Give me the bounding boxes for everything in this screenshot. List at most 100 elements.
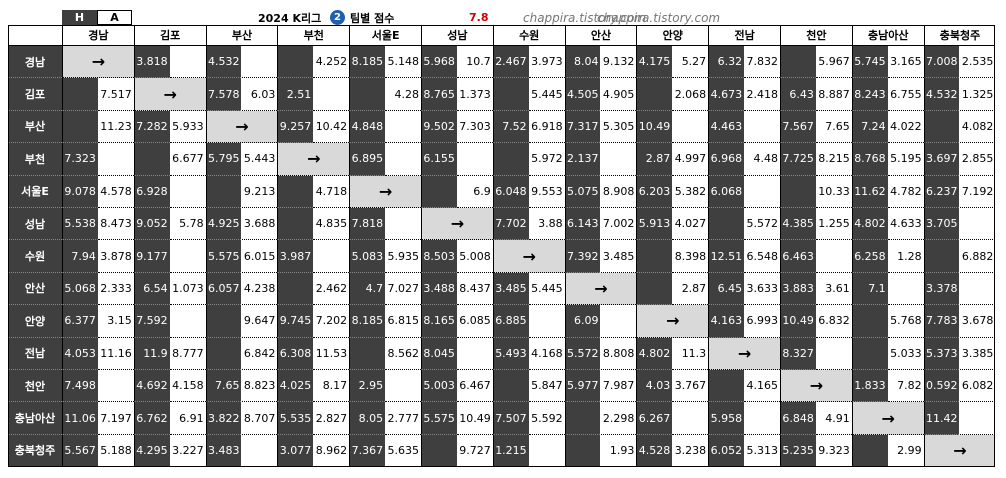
home-score (923, 240, 960, 273)
home-score: 8.045 (421, 337, 457, 370)
home-score (636, 78, 673, 111)
home-score: 6.048 (492, 175, 529, 208)
away-score: 5.382 (672, 176, 709, 208)
home-score: 4.175 (636, 46, 673, 79)
away-score (385, 370, 421, 403)
diagonal-cell: → (205, 110, 278, 144)
home-score: 2.467 (492, 46, 529, 79)
away-score: 8.823 (241, 370, 278, 403)
away-score (169, 305, 206, 338)
away-score: 5.768 (887, 305, 924, 338)
away-score: 2.777 (385, 402, 421, 435)
home-score: 7.592 (133, 305, 170, 338)
away-score (528, 435, 565, 468)
home-score (780, 175, 816, 208)
away-score: 3.878 (97, 240, 134, 273)
away-score: 7.197 (97, 402, 134, 435)
column-header: 수원 (492, 25, 565, 46)
column-header: 전남 (708, 25, 780, 46)
away-score: 5.27 (672, 46, 709, 79)
row-header: 안산 (8, 272, 62, 306)
home-score: 6.068 (708, 175, 745, 208)
home-score: 7.702 (492, 208, 529, 241)
home-score: 7.317 (564, 110, 601, 144)
home-score: 4.025 (277, 370, 314, 403)
home-score: 6.895 (349, 143, 386, 176)
watermark: chappira.tistory.com (597, 10, 721, 25)
away-score: 7.65 (815, 111, 852, 144)
home-score: 9.177 (133, 240, 170, 273)
away-score (169, 240, 206, 273)
away-score: 4.633 (887, 208, 924, 241)
home-score: 4.532 (205, 46, 242, 79)
home-score: 7.24 (851, 110, 888, 144)
home-score: 7.65 (205, 370, 242, 403)
away-score: 2.99 (887, 435, 924, 468)
home-score (277, 272, 314, 306)
home-score: 4.7 (349, 272, 386, 306)
home-score: 6.09 (564, 305, 601, 338)
title-badge: 2 (330, 10, 345, 25)
home-score (205, 337, 242, 370)
away-score: 9.727 (456, 435, 493, 468)
away-score: 8.908 (600, 176, 637, 208)
corner-cell (8, 25, 62, 46)
away-score: 4.168 (528, 338, 565, 370)
home-score (492, 143, 529, 176)
home-score: 7.392 (564, 240, 601, 273)
home-score: 7.578 (205, 78, 242, 111)
away-score: 8.707 (241, 402, 278, 435)
home-score: 8.05 (349, 402, 386, 435)
away-score: 2.535 (959, 46, 996, 79)
column-header: 서울E (349, 25, 421, 46)
home-score: 11.9 (133, 337, 170, 370)
away-score: 5.847 (528, 370, 565, 403)
home-score: 7.567 (780, 110, 816, 144)
away-score: 6.815 (385, 305, 421, 338)
away-score: 6.91 (169, 402, 206, 435)
away-score: 10.42 (313, 111, 350, 144)
home-score: 8.165 (421, 305, 457, 338)
away-score: 8.398 (672, 240, 709, 273)
row-header: 성남 (8, 208, 62, 241)
away-score: 5.008 (456, 240, 493, 273)
row-header: 김포 (8, 78, 62, 111)
away-score: 7.002 (600, 208, 637, 241)
away-score: 7.517 (97, 78, 134, 111)
home-score: 7.783 (923, 305, 960, 338)
home-score: 8.185 (349, 46, 386, 79)
away-score: 7.202 (313, 305, 350, 338)
away-score (241, 46, 278, 79)
away-score: 8.562 (385, 338, 421, 370)
away-score: 3.88 (528, 208, 565, 241)
away-score: 9.213 (241, 176, 278, 208)
away-score (815, 338, 852, 370)
home-score: 7.52 (492, 110, 529, 144)
home-score: 3.697 (923, 143, 960, 176)
home-score (277, 46, 314, 79)
away-score (169, 46, 206, 79)
away-score (959, 208, 996, 241)
away-score: 4.022 (887, 111, 924, 144)
away-score (385, 143, 421, 176)
away-score: 6.832 (815, 305, 852, 338)
away-score: 7.987 (600, 370, 637, 403)
home-score (636, 272, 673, 306)
diagonal-cell: → (492, 240, 565, 273)
home-score: 6.928 (133, 175, 170, 208)
row-header: 충남아산 (8, 402, 62, 435)
away-score (169, 176, 206, 208)
home-score: 8.04 (564, 46, 601, 79)
away-score: 2.068 (672, 78, 709, 111)
home-score: 4.925 (205, 208, 242, 241)
away-score (815, 240, 852, 273)
home-score: 3.822 (205, 402, 242, 435)
away-score: 6.085 (456, 305, 493, 338)
home-score: 6.057 (205, 272, 242, 306)
home-score: 9.745 (277, 305, 314, 338)
home-score: 7.367 (349, 434, 386, 468)
home-score: 6.377 (62, 305, 98, 338)
home-score: 5.235 (780, 434, 816, 468)
away-score (97, 370, 134, 403)
away-score (241, 435, 278, 468)
